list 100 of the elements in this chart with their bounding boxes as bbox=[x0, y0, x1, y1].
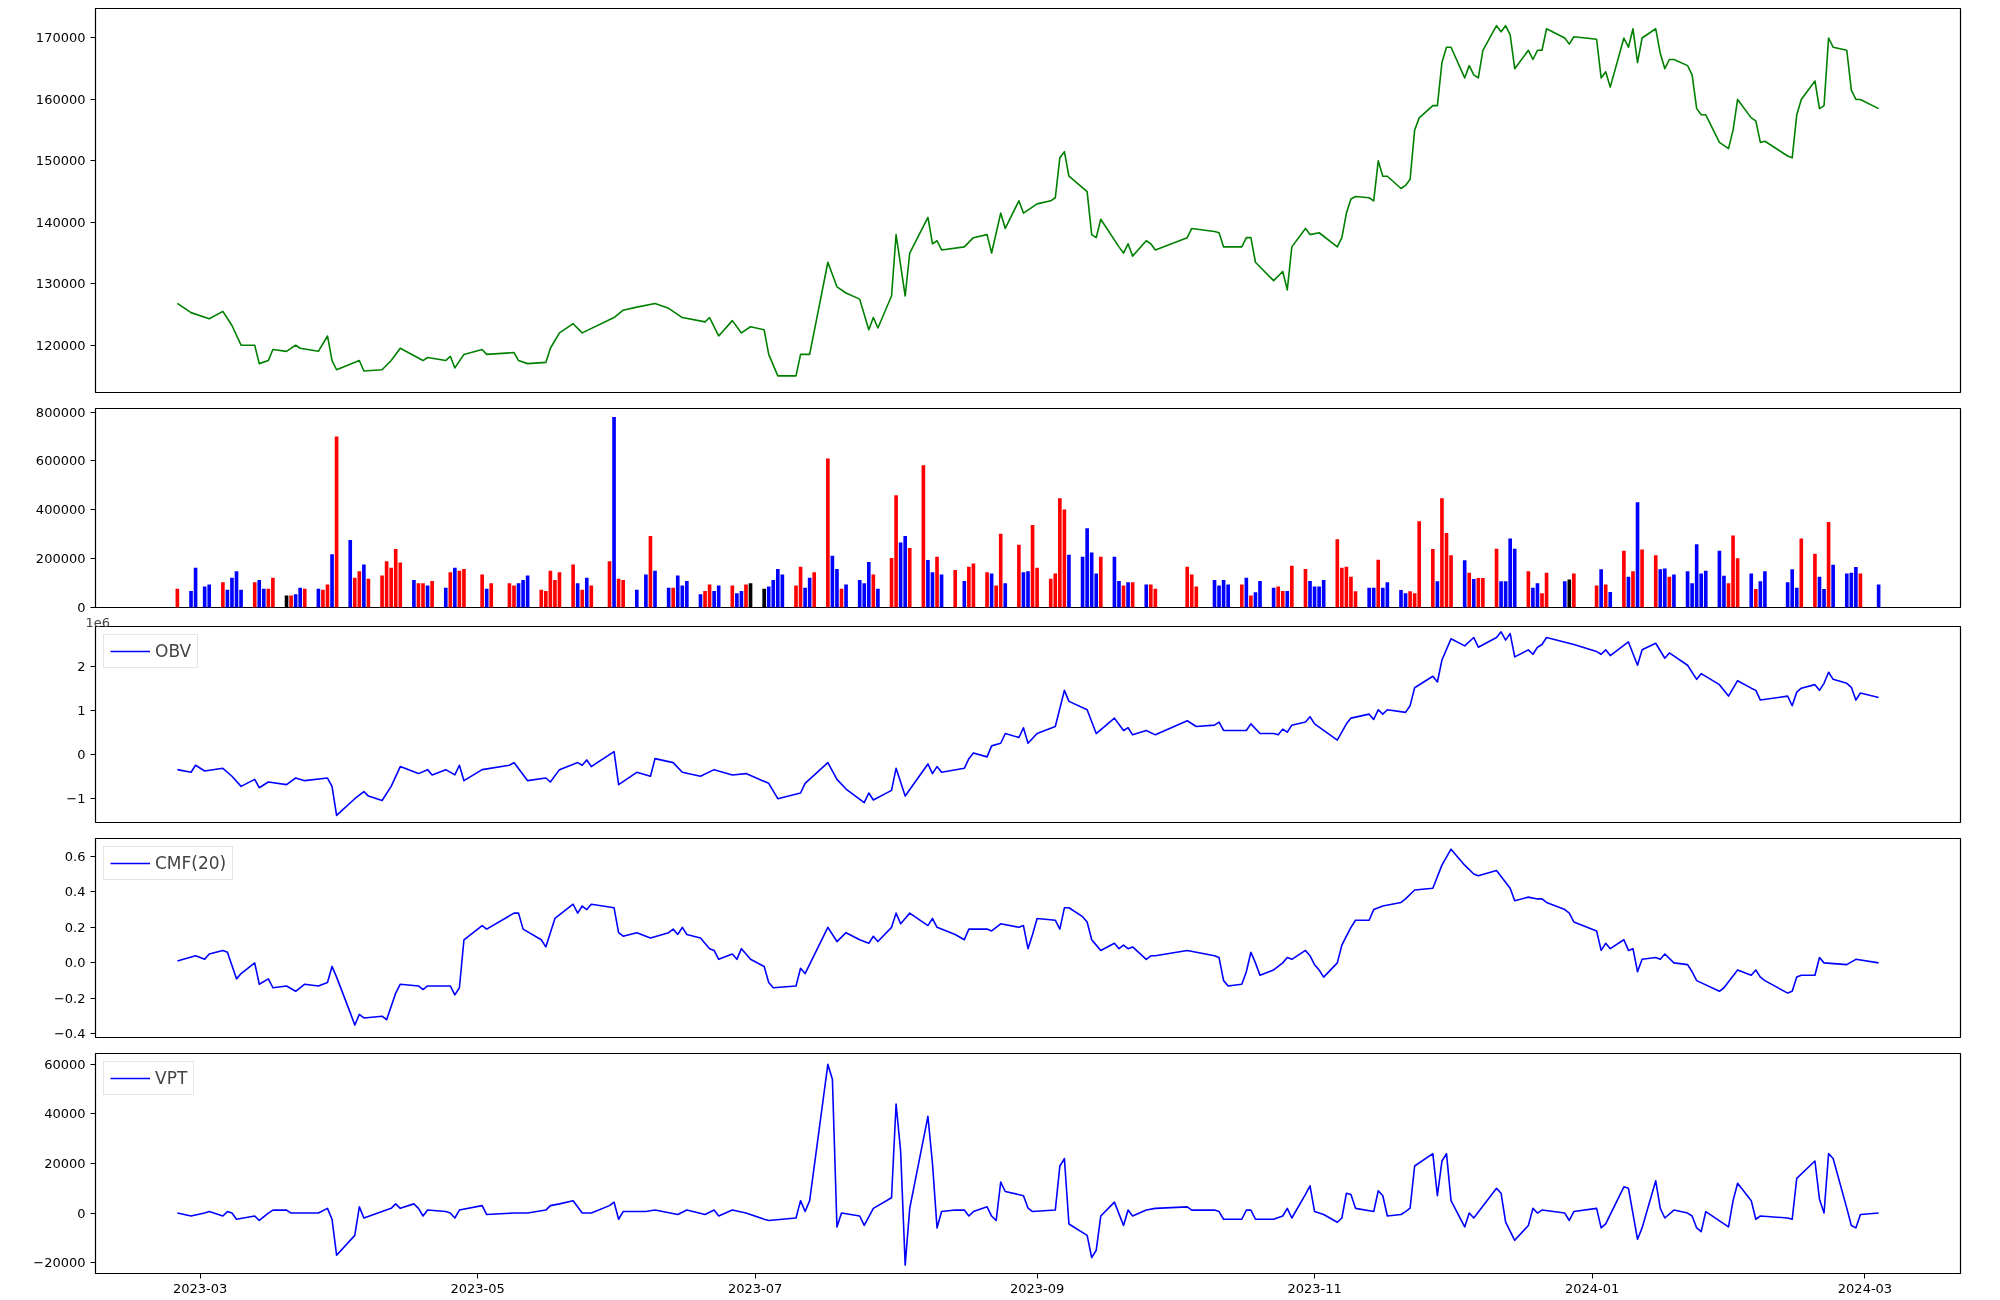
bar bbox=[512, 585, 516, 608]
bar bbox=[1499, 581, 1503, 608]
bar bbox=[302, 588, 307, 608]
bar bbox=[903, 535, 907, 608]
bar bbox=[1126, 582, 1130, 608]
x-tick-label: 2023-07 bbox=[727, 1280, 783, 1296]
bar bbox=[1335, 539, 1340, 608]
bar bbox=[484, 588, 489, 608]
y-tick-label: 1 bbox=[77, 702, 86, 718]
bar bbox=[430, 580, 434, 608]
x-tick-label: 2024-01 bbox=[1564, 1280, 1620, 1296]
legend-label: VPT bbox=[155, 1068, 188, 1088]
y-tick-label: 150000 bbox=[35, 153, 86, 169]
bar bbox=[1608, 592, 1613, 608]
y-tick-label: −0.2 bbox=[53, 990, 86, 1006]
bar bbox=[1844, 573, 1849, 608]
y-tick-label: 800000 bbox=[35, 404, 86, 420]
bar bbox=[330, 554, 334, 608]
bar bbox=[1790, 569, 1795, 608]
bar bbox=[1249, 595, 1253, 608]
bar bbox=[1813, 553, 1817, 608]
bar bbox=[1003, 583, 1008, 608]
bar bbox=[393, 548, 398, 608]
bar bbox=[589, 585, 594, 608]
x-tick-label: 2023-05 bbox=[450, 1280, 505, 1296]
bar bbox=[653, 570, 657, 608]
line-series bbox=[176, 24, 1880, 377]
bar bbox=[421, 583, 425, 608]
bar bbox=[621, 579, 625, 608]
bar bbox=[480, 574, 484, 608]
bar bbox=[1753, 588, 1758, 608]
y-tick-label: 160000 bbox=[35, 91, 86, 107]
bar bbox=[612, 417, 616, 608]
bar bbox=[844, 584, 848, 608]
y-tick-label: 0.4 bbox=[64, 884, 86, 900]
bar bbox=[935, 556, 939, 608]
bar bbox=[1026, 571, 1030, 608]
x-tick-label: 2023-03 bbox=[172, 1280, 228, 1296]
bar bbox=[1371, 587, 1376, 608]
bar bbox=[298, 587, 303, 608]
y-tick-label: 0.2 bbox=[64, 919, 86, 935]
bar bbox=[412, 579, 416, 608]
bar bbox=[735, 593, 739, 608]
bar bbox=[1763, 571, 1767, 608]
bar bbox=[271, 577, 275, 608]
y-tick-label: 2 bbox=[77, 658, 86, 674]
y-tick-label: 140000 bbox=[35, 214, 86, 230]
bar bbox=[1467, 572, 1472, 608]
bar bbox=[453, 567, 457, 608]
bar bbox=[1308, 580, 1312, 608]
bar bbox=[1481, 577, 1485, 608]
bar bbox=[580, 589, 585, 608]
bar bbox=[866, 562, 871, 608]
bar bbox=[907, 547, 912, 608]
bar bbox=[1572, 573, 1576, 608]
bar bbox=[1653, 555, 1658, 608]
bar bbox=[1672, 574, 1676, 608]
bar bbox=[1280, 590, 1285, 608]
y-tick-label: 0 bbox=[77, 1205, 86, 1221]
y-tick-label: 0.6 bbox=[64, 848, 86, 864]
y-tick-label: 130000 bbox=[35, 276, 86, 292]
y-tick-label: 0 bbox=[77, 600, 86, 615]
bar bbox=[489, 583, 494, 608]
bar bbox=[1640, 549, 1644, 608]
bar bbox=[1017, 544, 1021, 608]
y-tick-label: 600000 bbox=[35, 453, 86, 469]
bar bbox=[644, 574, 648, 608]
x-tick-label: 2023-11 bbox=[1287, 1280, 1342, 1296]
bar bbox=[1749, 573, 1754, 608]
bar bbox=[1098, 556, 1103, 608]
bar bbox=[462, 568, 466, 608]
bar bbox=[539, 589, 544, 608]
bar bbox=[1854, 566, 1858, 608]
bar bbox=[1471, 578, 1476, 608]
bar bbox=[584, 577, 589, 608]
bar bbox=[1048, 578, 1053, 608]
legend-label: CMF(20) bbox=[155, 853, 227, 873]
y-tick-label: 170000 bbox=[35, 30, 86, 46]
y-tick-label: 120000 bbox=[35, 337, 86, 353]
bar bbox=[953, 569, 958, 608]
bar bbox=[1799, 538, 1804, 608]
bar bbox=[744, 584, 748, 608]
bar bbox=[362, 564, 366, 608]
y-tick-label: 400000 bbox=[35, 502, 86, 518]
bar bbox=[1417, 521, 1422, 608]
bar bbox=[1567, 579, 1572, 608]
bar bbox=[448, 572, 453, 608]
bar bbox=[1226, 584, 1230, 608]
bar bbox=[1149, 584, 1153, 608]
y-tick-label: 60000 bbox=[44, 1056, 86, 1072]
bar bbox=[289, 595, 293, 608]
bar bbox=[321, 589, 325, 608]
bar bbox=[857, 579, 862, 608]
x-tick-label: 2024-03 bbox=[1837, 1280, 1893, 1296]
bar bbox=[1285, 590, 1290, 608]
y-tick-label: −20000 bbox=[33, 1255, 86, 1271]
bar bbox=[252, 582, 257, 608]
bar bbox=[1258, 580, 1262, 608]
bar bbox=[1562, 581, 1567, 608]
bar bbox=[962, 580, 967, 608]
